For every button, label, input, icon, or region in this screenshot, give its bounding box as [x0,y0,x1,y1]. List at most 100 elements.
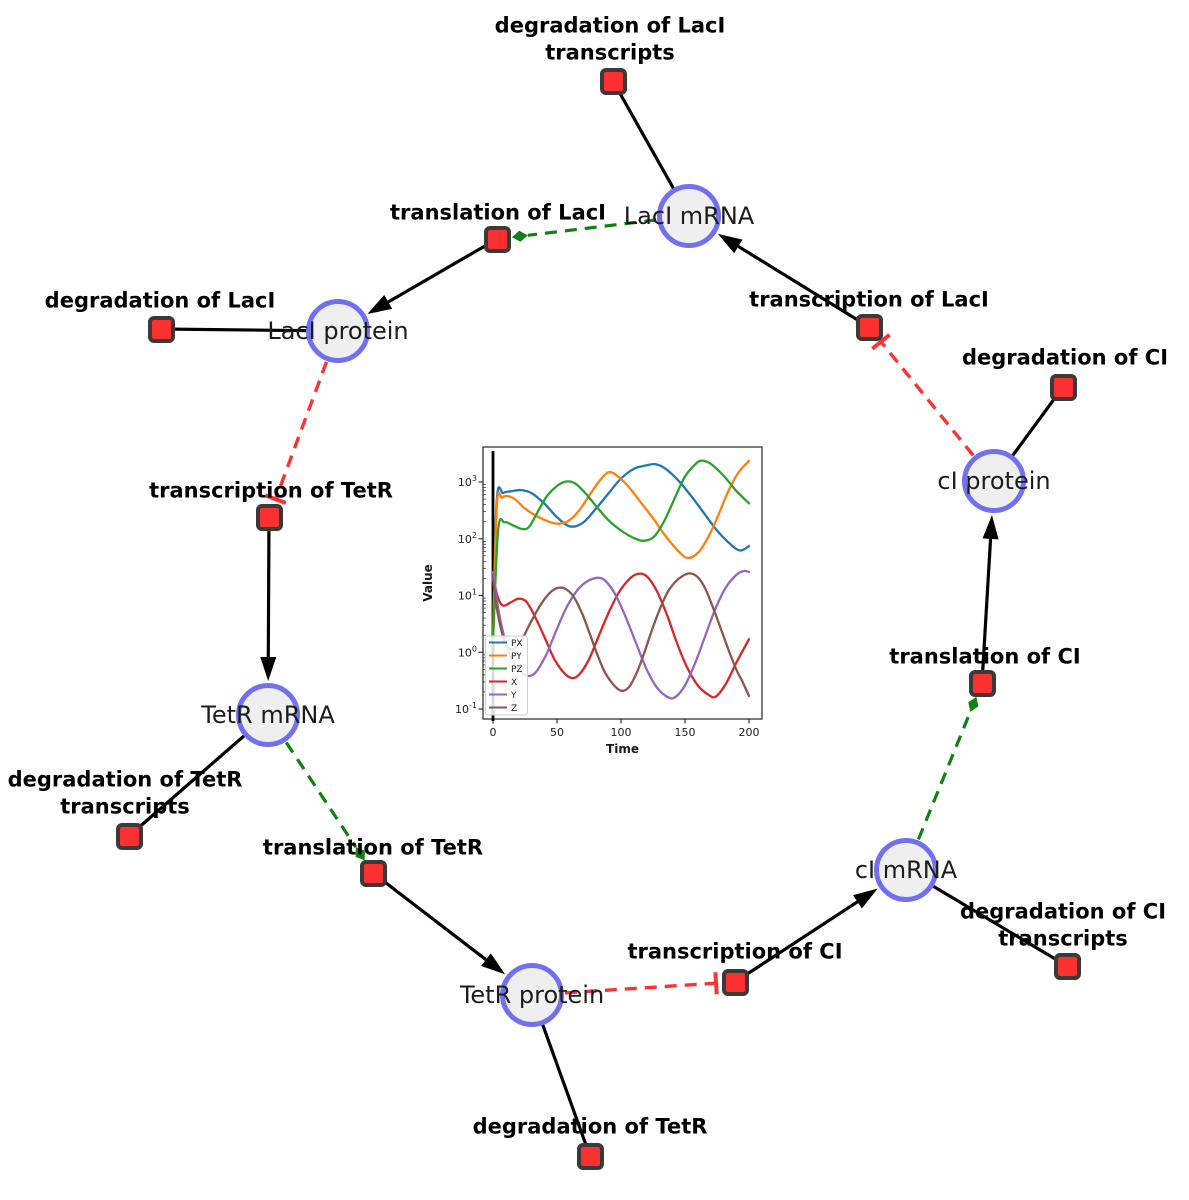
reaction-label-deg_tetr: degradation of TetR [473,1113,708,1140]
edge-transcr_tetr-tetr_mrna-arrowhead [260,656,277,682]
edge-laci_mrna-transl_laci [527,218,657,237]
reaction-label-transcr_ci: transcription of CI [627,938,842,965]
legend-label-X: X [511,678,517,688]
species-node-tetr_protein[interactable] [500,963,564,1027]
species-label-laci_mrna: LacI mRNA [623,202,755,230]
reaction-label-line: transcription of LacI [749,287,989,312]
reaction-label-line: transcripts [545,41,675,65]
edge-laci_protein-transcr_tetr [274,361,329,500]
species-node-tetr_mrna[interactable] [236,683,300,747]
edge-transl_tetr-tetr_protein-arrowhead [481,953,506,975]
edge-tetr_protein-transcr_ci [713,972,719,995]
reaction-label-deg_laci_tx: degradation of LacI transcripts [495,13,726,68]
reaction-node-transl_ci[interactable] [968,669,996,697]
edge-tetr_mrna-transl_tetr-diamond [355,847,365,861]
reaction-label-deg_laci: degradation of LacI [45,287,276,314]
series-PZ [491,459,751,644]
legend-label-PX: PX [511,639,523,649]
edge-transl_laci-laci_protein-arrowhead [367,295,393,314]
reaction-node-transcr_tetr[interactable] [255,503,283,531]
reaction-label-deg_tetr_tx: degradation of TetR transcripts [8,767,243,822]
series-Z [491,572,751,698]
species-node-laci_mrna[interactable] [657,184,721,248]
x-axis-label: Time [606,742,639,756]
y-axis-label: Value [421,564,435,602]
edge-transcr_laci-laci_mrna [737,245,870,329]
reaction-node-transl_laci[interactable] [483,225,511,253]
species-label-ci_mrna: cI mRNA [854,856,958,884]
x-tick-label: 200 [739,726,760,739]
reaction-label-line: translation of CI [889,644,1081,669]
reaction-label-line: degradation of CI [961,345,1169,370]
edge-transl_ci-ci_protein-arrowhead [982,514,999,540]
edge-transcr_tetr-tetr_mrna [266,516,271,658]
reaction-label-line: degradation of CI [959,899,1167,924]
edge-tetr_protein-transcr_ci [564,981,717,995]
reaction-label-line: translation of LacI [390,200,606,225]
x-tick-label: 0 [490,726,497,739]
edge-ci_protein-transcr_laci [871,333,891,351]
legend-label-Y: Y [510,691,517,701]
x-tick-label: 50 [550,726,564,739]
y-tick-label: 10-1 [455,701,477,716]
reaction-label-transcr_tetr: transcription of TetR [149,477,393,504]
reaction-label-transl_laci: translation of LacI [390,199,606,226]
reaction-label-line: transcription of CI [627,939,843,964]
legend-label-Z: Z [511,704,517,714]
y-tick-label: 100 [458,644,477,659]
species-node-ci_mrna[interactable] [874,838,938,902]
reaction-label-line: degradation of TetR [472,1114,708,1139]
series-X [491,572,751,699]
edge-laci_protein-transcr_tetr [264,493,287,505]
species-label-laci_protein: LacI protein [267,317,409,345]
reaction-node-deg_tetr_tx[interactable] [115,822,143,850]
y-tick-label: 102 [458,531,477,546]
edge-tetr_mrna-transl_tetr [284,741,358,849]
edge-transl_tetr-tetr_protein [372,871,487,961]
reaction-label-line: degradation of TetR [7,767,243,792]
y-tick-label: 101 [458,588,477,603]
series-PY [491,459,751,644]
edge-ci_mrna-transl_ci-diamond [968,696,979,712]
legend-label-PY: PY [511,652,522,662]
edge-laci_mrna-transl_laci-diamond [511,230,528,242]
species-node-ci_protein[interactable] [962,449,1026,513]
plot-box [482,446,763,720]
species-label-tetr_mrna: TetR mRNA [201,701,335,729]
legend-label-PZ: PZ [511,665,523,675]
reaction-label-line: transcription of TetR [149,478,393,503]
reaction-label-line: degradation of LacI [44,288,276,313]
reaction-label-deg_ci: degradation of CI [962,344,1168,371]
species-label-tetr_protein: TetR protein [459,981,605,1009]
edge-transl_ci-ci_protein [980,538,993,684]
inset-chart: 103 102 101 100 10-1 0 50 100 150 200 Time Value PX P… [421,446,763,756]
species-node-laci_protein[interactable] [306,299,370,363]
reaction-node-transcr_laci[interactable] [855,313,883,341]
series-PX [491,462,751,644]
y-tick-label: 103 [458,474,477,489]
reaction-node-deg_laci[interactable] [147,315,175,343]
species-label-ci_protein: cI protein [937,467,1051,495]
edge-ci_mrna-transl_ci [916,711,972,841]
reaction-node-transl_tetr[interactable] [359,859,387,887]
reaction-label-deg_ci_tx: degradation of CI transcripts [960,899,1166,954]
reaction-node-transcr_ci[interactable] [721,968,749,996]
x-tick-label: 150 [675,726,696,739]
reaction-label-transl_tetr: translation of TetR [263,834,483,861]
reaction-node-deg_ci_tx[interactable] [1053,952,1081,980]
reaction-node-deg_tetr[interactable] [576,1142,604,1170]
edge-transcr_laci-laci_mrna-arrowhead [717,233,743,254]
x-tick-label: 100 [611,726,632,739]
reaction-node-deg_ci[interactable] [1049,373,1077,401]
edge-transl_laci-laci_protein [387,237,498,304]
reaction-node-deg_laci_tx[interactable] [599,67,627,95]
reaction-label-line: degradation of LacI [494,13,726,38]
reaction-label-line: transcripts [998,927,1128,951]
reaction-label-line: translation of TetR [262,835,484,860]
edge-transcr_ci-ci_mrna [734,900,859,984]
edge-ci_protein-transcr_laci [879,340,975,457]
edge-transcr_ci-ci_mrna-arrowhead [853,888,878,909]
reaction-label-transcr_laci: transcription of LacI [749,286,989,313]
reaction-label-transl_ci: translation of CI [889,643,1080,670]
